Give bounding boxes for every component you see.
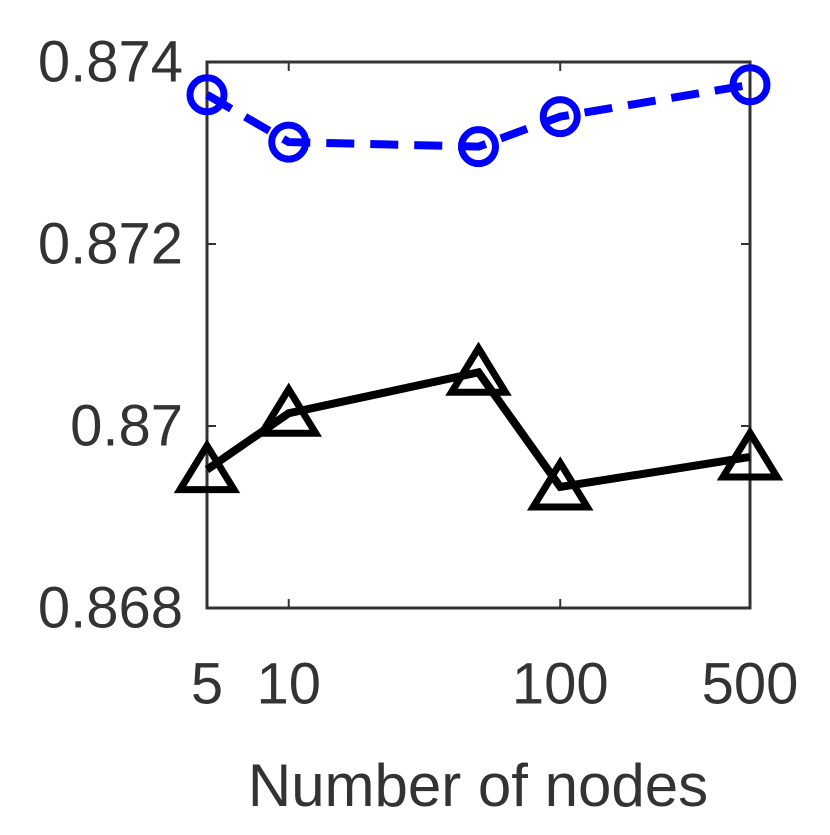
marker [729,64,771,106]
marker [716,426,784,481]
y-tick-label: 0.868 [38,575,183,640]
x-tick-label: 5 [191,651,223,716]
y-tick-label: 0.872 [38,211,183,276]
y-tick-label: 0.87 [70,393,183,458]
marker [526,456,594,511]
marker [445,341,512,396]
marker [255,382,322,437]
marker [186,74,228,116]
x-axis-label: Number of nodes [248,752,708,819]
x-tick-label: 100 [512,651,609,716]
marker [539,96,581,138]
marker [173,438,241,494]
series-line [204,80,751,151]
y-tick-label: 0.874 [38,29,183,94]
marker [458,126,499,168]
marker [268,121,310,163]
x-tick-label: 500 [702,651,799,716]
x-tick-label: 10 [256,651,321,716]
plot-frame [205,60,752,610]
